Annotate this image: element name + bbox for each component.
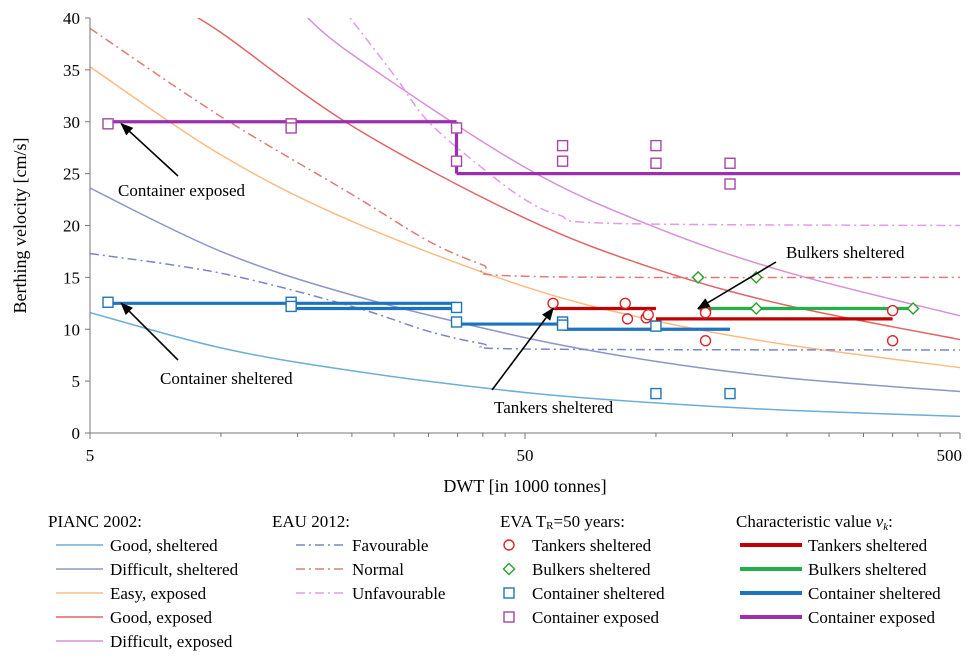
legend-label-container-sheltered: Container sheltered — [808, 584, 941, 603]
marker-bulkers-sheltered — [691, 270, 705, 284]
marker-container-exposed — [724, 157, 736, 169]
legend-swatch-bulkers-sheltered — [502, 562, 516, 576]
x-axis-title: DWT [in 1000 tonnes] — [443, 476, 606, 496]
legend-group-title: Characteristic value νk: — [736, 512, 893, 533]
curve-difficult-exposed — [306, 18, 960, 317]
legend-label-container-exposed: Container exposed — [532, 608, 659, 627]
legend-label-easy-exposed: Easy, exposed — [110, 584, 207, 603]
marker-bulkers-sheltered — [749, 302, 763, 315]
marker-container-exposed — [724, 178, 736, 190]
annotation-arrow — [697, 261, 777, 310]
legend-label-bulkers-sheltered: Bulkers sheltered — [808, 560, 927, 579]
legend-group-title: EAU 2012: — [272, 512, 350, 531]
marker-container-exposed — [650, 139, 662, 152]
marker-container-sheltered — [556, 319, 569, 331]
legend-label-bulkers-sheltered: Bulkers sheltered — [532, 560, 651, 579]
legend-label-good-exposed: Good, exposed — [110, 608, 212, 627]
curve-easy-exposed — [90, 66, 960, 369]
marker-tankers-sheltered — [621, 313, 634, 325]
y-tick-label: 10 — [63, 320, 80, 339]
marker-container-exposed — [556, 155, 569, 167]
marker-tankers-sheltered — [642, 309, 654, 321]
annotation-tankers-sheltered: Tankers sheltered — [494, 398, 614, 417]
curve-unfavourable — [349, 18, 960, 227]
annotation-container-sheltered: Container sheltered — [160, 369, 293, 388]
y-tick-label: 35 — [63, 61, 80, 80]
curve-good-sheltered — [90, 311, 960, 418]
legend-label-container-sheltered: Container sheltered — [532, 584, 665, 603]
marker-container-exposed — [556, 139, 569, 152]
marker-container-sheltered — [724, 387, 736, 400]
legend-swatch-container-sheltered — [503, 587, 515, 599]
marker-container-sheltered — [650, 320, 662, 332]
annotation-arrow — [491, 307, 554, 391]
marker-container-exposed — [450, 122, 463, 134]
legend-group-title: PIANC 2002: — [48, 512, 142, 531]
legend-label-good-sheltered: Good, sheltered — [110, 536, 218, 555]
legend-group-title: EVA TR=50 years: — [500, 512, 625, 532]
marker-container-sheltered — [285, 300, 297, 313]
legend-label-normal: Normal — [352, 560, 404, 579]
marker-tankers-sheltered — [699, 306, 712, 319]
y-tick-label: 0 — [72, 424, 81, 443]
marker-tankers-sheltered — [547, 297, 559, 310]
legend-label-tankers-sheltered: Tankers sheltered — [808, 536, 928, 555]
annotation-bulkers-sheltered: Bulkers sheltered — [786, 243, 905, 262]
y-tick-label: 40 — [63, 9, 80, 28]
legend-label-favourable: Favourable — [352, 536, 428, 555]
annotation-container-exposed: Container exposed — [118, 181, 245, 200]
plot-markers — [102, 118, 920, 400]
marker-tankers-sheltered — [886, 304, 899, 317]
y-tick-label: 15 — [63, 268, 80, 287]
x-tick-label: 5 — [86, 446, 95, 465]
marker-container-sheltered — [650, 387, 662, 400]
annotation-arrow — [120, 302, 179, 361]
plot-curves — [90, 18, 960, 418]
legend-swatch-container-exposed — [503, 611, 515, 623]
curve-difficult-sheltered — [90, 187, 960, 393]
y-tick-label: 30 — [63, 113, 80, 132]
plot-annotations: Container exposed Container sheltered Tank… — [118, 122, 905, 417]
x-tick-label: 50 — [517, 446, 534, 465]
annotation-arrow — [120, 122, 179, 177]
legend-label-difficult-sheltered: Difficult, sheltered — [110, 560, 239, 579]
marker-bulkers-sheltered — [906, 302, 920, 315]
y-tick-label: 20 — [63, 217, 80, 236]
curve-favourable — [90, 252, 960, 351]
marker-container-exposed — [450, 155, 463, 167]
marker-container-exposed — [650, 157, 662, 169]
marker-container-exposed — [102, 118, 114, 130]
y-axis-title: Berthing velocity [cm/s] — [10, 138, 30, 314]
y-tick-label: 25 — [63, 165, 80, 184]
marker-container-exposed — [285, 122, 297, 134]
marker-container-sheltered — [450, 316, 463, 328]
marker-container-sheltered — [102, 296, 114, 308]
curve-normal — [90, 27, 960, 279]
marker-tankers-sheltered — [699, 334, 712, 347]
legend-label-container-exposed: Container exposed — [808, 608, 935, 627]
legend-swatch-tankers-sheltered — [503, 539, 515, 551]
x-tick-label: 500 — [937, 446, 963, 465]
legend: PIANC 2002: Good, sheltered Difficult, she… — [48, 512, 941, 651]
legend-label-difficult-exposed: Difficult, exposed — [110, 632, 233, 651]
legend-label-tankers-sheltered: Tankers sheltered — [532, 536, 652, 555]
marker-tankers-sheltered — [619, 297, 631, 310]
marker-tankers-sheltered — [886, 334, 899, 347]
y-tick-label: 5 — [72, 372, 81, 391]
legend-label-unfavourable: Unfavourable — [352, 584, 445, 603]
plot-characteristic-lines — [108, 120, 960, 331]
marker-container-sheltered — [450, 301, 463, 314]
